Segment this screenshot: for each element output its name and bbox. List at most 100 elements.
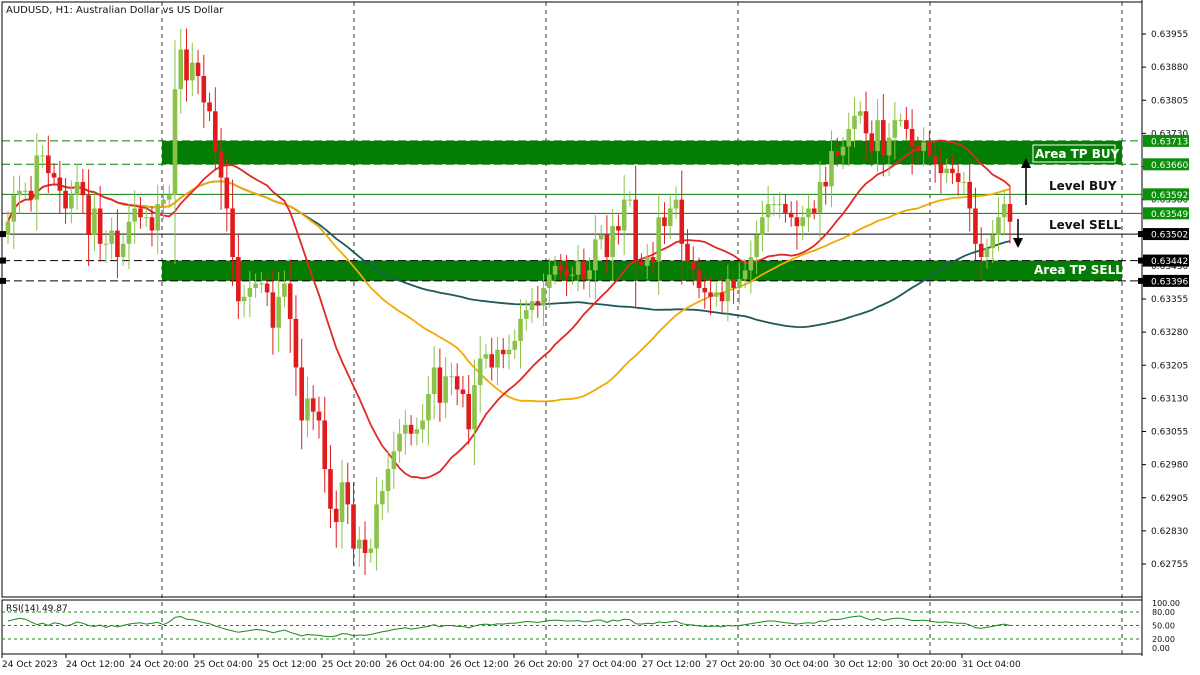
- candle-body: [869, 133, 875, 152]
- candle-body: [213, 111, 218, 152]
- candle-body: [195, 62, 201, 76]
- price-tick-label: 0.63805: [1151, 96, 1188, 106]
- candle-body: [771, 204, 777, 206]
- tp-buy-label-box: [1032, 144, 1116, 163]
- candle-body: [351, 504, 356, 549]
- candle-body: [414, 429, 420, 434]
- candle-body: [46, 155, 51, 174]
- candle-body: [477, 358, 483, 386]
- candle-body: [138, 208, 143, 218]
- candle-body: [115, 230, 120, 258]
- price-tick-label: 0.63580: [1151, 196, 1188, 206]
- candle-body: [161, 199, 166, 205]
- candle-body: [846, 128, 852, 147]
- price-tag: [1143, 254, 1189, 267]
- price-tick-label: 0.63430: [1151, 262, 1188, 272]
- candle-body: [794, 217, 800, 227]
- candle-body: [345, 482, 351, 505]
- candle-body: [834, 151, 840, 156]
- price-tick-label: 0.62980: [1151, 461, 1188, 471]
- candle-body: [403, 424, 408, 434]
- candle-body: [570, 274, 575, 276]
- candle-body: [984, 248, 990, 258]
- candle-body: [955, 173, 961, 182]
- candle-body: [460, 389, 466, 394]
- candle-body: [840, 146, 846, 156]
- candle-body: [28, 190, 34, 200]
- price-tick-label: 0.62830: [1151, 527, 1188, 537]
- candle-body: [236, 257, 241, 302]
- candle-body: [587, 270, 592, 280]
- price-tag: [1143, 134, 1189, 147]
- candle-body: [714, 292, 719, 297]
- candle-body: [973, 208, 978, 244]
- rsi-tick-label: 80.00: [1152, 608, 1175, 617]
- candle-body: [69, 195, 74, 209]
- price-tag: [1143, 274, 1189, 287]
- candle-body: [760, 217, 765, 235]
- time-tick-label: 31 Oct 04:00: [962, 660, 1021, 670]
- buy-arrow-head: [1021, 158, 1031, 168]
- rsi-tick-label: 50.00: [1152, 622, 1175, 631]
- candle-body: [754, 234, 759, 258]
- candle-body: [241, 296, 247, 302]
- candle-body: [189, 62, 195, 81]
- candle-body: [120, 243, 126, 258]
- candle-body: [909, 128, 915, 147]
- candle-body: [932, 155, 938, 165]
- level-marker-right: [1138, 231, 1144, 238]
- candle-body: [34, 155, 40, 200]
- level-marker-left: [0, 257, 6, 264]
- candle-body: [51, 173, 57, 178]
- candle-body: [40, 155, 45, 157]
- candle-body: [823, 181, 829, 187]
- time-tick-label: 25 Oct 12:00: [258, 660, 317, 670]
- candle-body: [742, 270, 748, 280]
- price-tag: [1143, 158, 1189, 171]
- price-tag-label: 0.63592: [1151, 191, 1188, 201]
- candle-body: [449, 376, 454, 378]
- candle-body: [881, 120, 886, 156]
- candle-body: [328, 469, 333, 509]
- candle-body: [581, 261, 587, 280]
- candle-body: [610, 226, 615, 258]
- candle-body: [558, 265, 564, 271]
- candle-body: [765, 204, 771, 218]
- candle-body: [506, 349, 512, 355]
- candle-body: [310, 398, 316, 412]
- candle-body: [650, 257, 656, 262]
- candle-body: [748, 257, 754, 271]
- candle-body: [149, 217, 155, 231]
- time-tick-label: 30 Oct 04:00: [770, 660, 829, 670]
- level-marker-left: [0, 277, 6, 284]
- price-tick-label: 0.63880: [1151, 63, 1188, 73]
- candle-body: [679, 199, 685, 244]
- time-axis: 24 Oct 2023 24 Oct 12:00 24 Oct 20:00 25 Oc…: [1, 654, 1021, 670]
- price-tag-label: 0.63713: [1151, 137, 1188, 147]
- candle-body: [11, 195, 17, 222]
- candle-body: [950, 168, 955, 174]
- level-marker-left: [0, 231, 6, 238]
- candle-body: [426, 393, 431, 421]
- candle-body: [178, 49, 184, 90]
- candle-body: [207, 102, 212, 112]
- rsi-tick-label: 20.00: [1152, 635, 1175, 644]
- candle-body: [224, 177, 230, 209]
- candle-body: [598, 234, 604, 240]
- candle-body: [63, 190, 68, 209]
- time-tick-label: 24 Oct 12:00: [66, 660, 125, 670]
- candle-body: [356, 539, 362, 549]
- annotation-arrows: [1013, 158, 1031, 248]
- candle-body: [408, 424, 414, 434]
- time-tick-label: 26 Oct 20:00: [514, 660, 573, 670]
- time-tick-label: 25 Oct 20:00: [322, 660, 381, 670]
- price-tick-label: 0.63955: [1151, 30, 1188, 40]
- price-tick-label: 0.62755: [1151, 560, 1188, 570]
- candle-body: [259, 283, 264, 285]
- candle-body: [489, 354, 495, 368]
- candle-body: [443, 376, 448, 403]
- candle-body: [431, 367, 437, 394]
- candle-body: [656, 217, 662, 262]
